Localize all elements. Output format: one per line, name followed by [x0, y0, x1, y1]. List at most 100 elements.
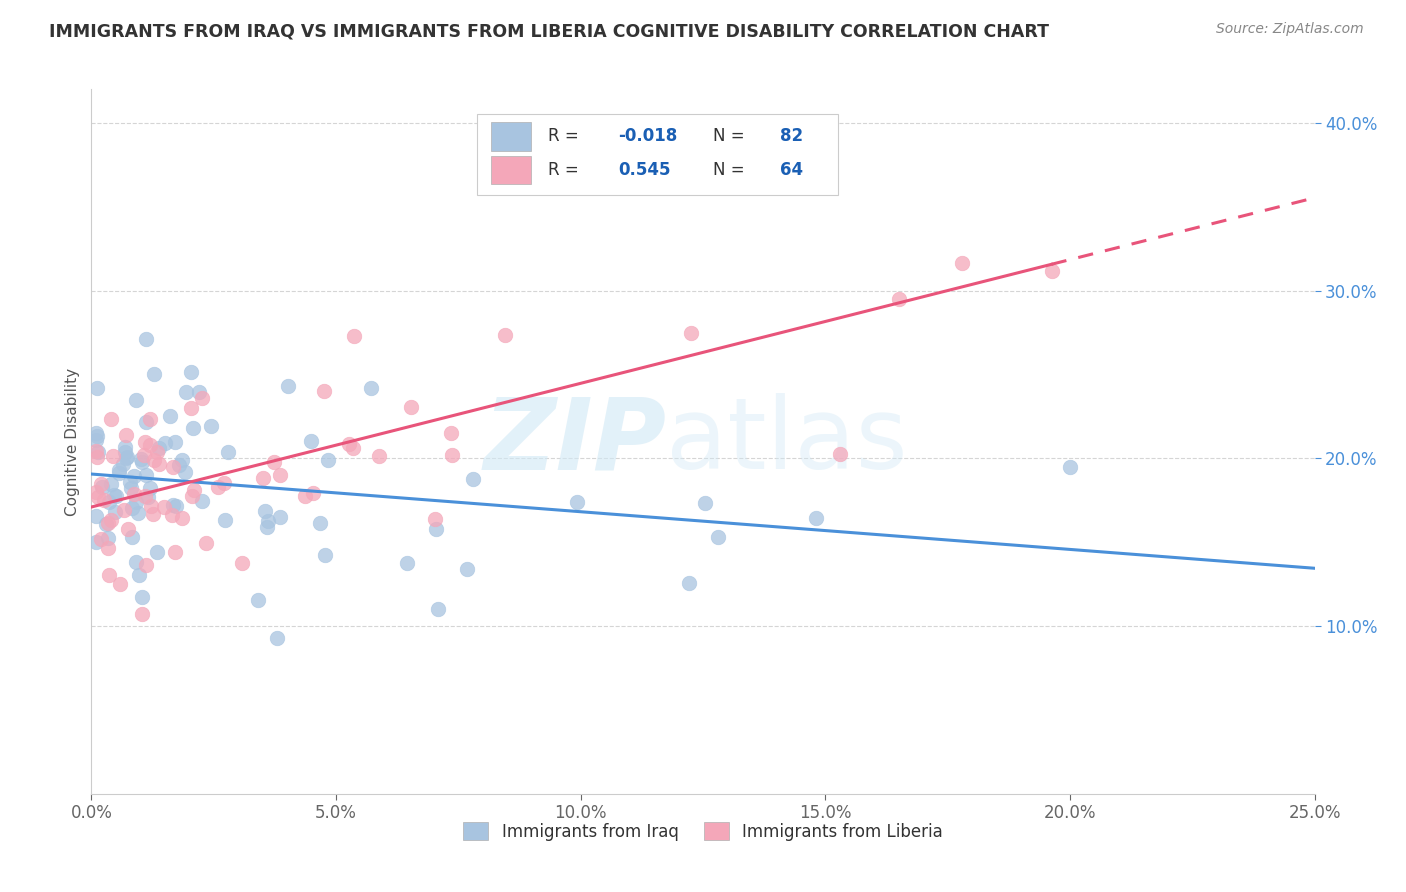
Point	[115, 427, 138, 442]
Point	[160, 508, 183, 522]
Point	[314, 549, 336, 563]
Point	[86, 380, 108, 394]
Point	[159, 409, 181, 423]
Point	[200, 419, 222, 434]
Point	[108, 576, 131, 591]
Point	[127, 506, 149, 520]
Point	[134, 435, 156, 450]
Point	[112, 457, 135, 471]
Point	[134, 448, 156, 462]
Point	[103, 488, 125, 502]
Point	[190, 391, 212, 405]
Point	[105, 489, 128, 503]
Point	[122, 487, 145, 501]
Point	[100, 476, 122, 491]
Point	[100, 513, 122, 527]
Text: atlas: atlas	[666, 393, 908, 490]
Point	[142, 507, 165, 521]
FancyBboxPatch shape	[491, 156, 530, 185]
Point	[180, 489, 202, 503]
Point	[440, 425, 463, 440]
Point	[214, 513, 236, 527]
Point	[120, 475, 142, 489]
Point	[97, 531, 120, 545]
Point	[165, 500, 187, 514]
Point	[173, 465, 195, 479]
Point	[146, 545, 169, 559]
Point	[830, 446, 852, 460]
Point	[212, 476, 235, 491]
Point	[153, 500, 176, 515]
Point	[114, 440, 136, 454]
Point	[112, 502, 135, 516]
Point	[368, 449, 391, 463]
Point	[804, 511, 827, 525]
Point	[1040, 264, 1063, 278]
Point	[247, 593, 270, 607]
Point	[117, 522, 139, 536]
Point	[104, 505, 127, 519]
Point	[456, 562, 478, 576]
Point	[115, 450, 138, 464]
Point	[461, 472, 484, 486]
Point	[148, 457, 170, 471]
Point	[97, 541, 120, 555]
Text: 64: 64	[780, 161, 803, 179]
Point	[266, 631, 288, 645]
Point	[1059, 459, 1081, 474]
Text: N =: N =	[713, 128, 749, 145]
Point	[217, 445, 239, 459]
Point	[681, 326, 703, 341]
Text: R =: R =	[548, 161, 583, 179]
Point	[172, 453, 194, 467]
Point	[124, 393, 146, 408]
Point	[167, 458, 190, 473]
Point	[530, 166, 553, 180]
Point	[425, 523, 447, 537]
Text: 0.545: 0.545	[619, 161, 671, 179]
Point	[263, 455, 285, 469]
Point	[138, 411, 160, 425]
Point	[565, 495, 588, 509]
Legend: Immigrants from Iraq, Immigrants from Liberia: Immigrants from Iraq, Immigrants from Li…	[456, 814, 950, 849]
Point	[308, 516, 330, 530]
Point	[97, 568, 120, 582]
Point	[94, 517, 117, 532]
Point	[301, 434, 323, 448]
Point	[87, 445, 110, 459]
Point	[139, 499, 162, 513]
Point	[107, 463, 129, 477]
Text: Source: ZipAtlas.com: Source: ZipAtlas.com	[1216, 22, 1364, 37]
Point	[427, 601, 450, 615]
Point	[86, 429, 108, 443]
Point	[162, 460, 184, 475]
Point	[135, 415, 157, 429]
Point	[90, 480, 112, 494]
Point	[187, 385, 209, 400]
Point	[108, 466, 131, 480]
Point	[84, 484, 107, 499]
Point	[312, 384, 335, 399]
Point	[93, 493, 115, 508]
Point	[128, 568, 150, 582]
Text: N =: N =	[713, 161, 749, 179]
Point	[131, 607, 153, 622]
Point	[135, 332, 157, 346]
Point	[277, 379, 299, 393]
Point	[269, 510, 291, 524]
Point	[256, 519, 278, 533]
Point	[121, 501, 143, 516]
Point	[191, 494, 214, 508]
Point	[98, 495, 121, 509]
Point	[395, 556, 418, 570]
Point	[100, 411, 122, 425]
Point	[269, 467, 291, 482]
Point	[131, 455, 153, 469]
Point	[138, 437, 160, 451]
Point	[302, 486, 325, 500]
Point	[131, 590, 153, 604]
Point	[122, 469, 145, 483]
Point	[87, 490, 110, 504]
Point	[170, 511, 193, 525]
Point	[174, 384, 197, 399]
